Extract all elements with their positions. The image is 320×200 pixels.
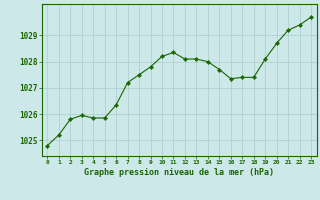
X-axis label: Graphe pression niveau de la mer (hPa): Graphe pression niveau de la mer (hPa) bbox=[84, 168, 274, 177]
